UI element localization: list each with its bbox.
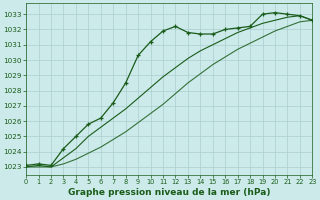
X-axis label: Graphe pression niveau de la mer (hPa): Graphe pression niveau de la mer (hPa) — [68, 188, 270, 197]
